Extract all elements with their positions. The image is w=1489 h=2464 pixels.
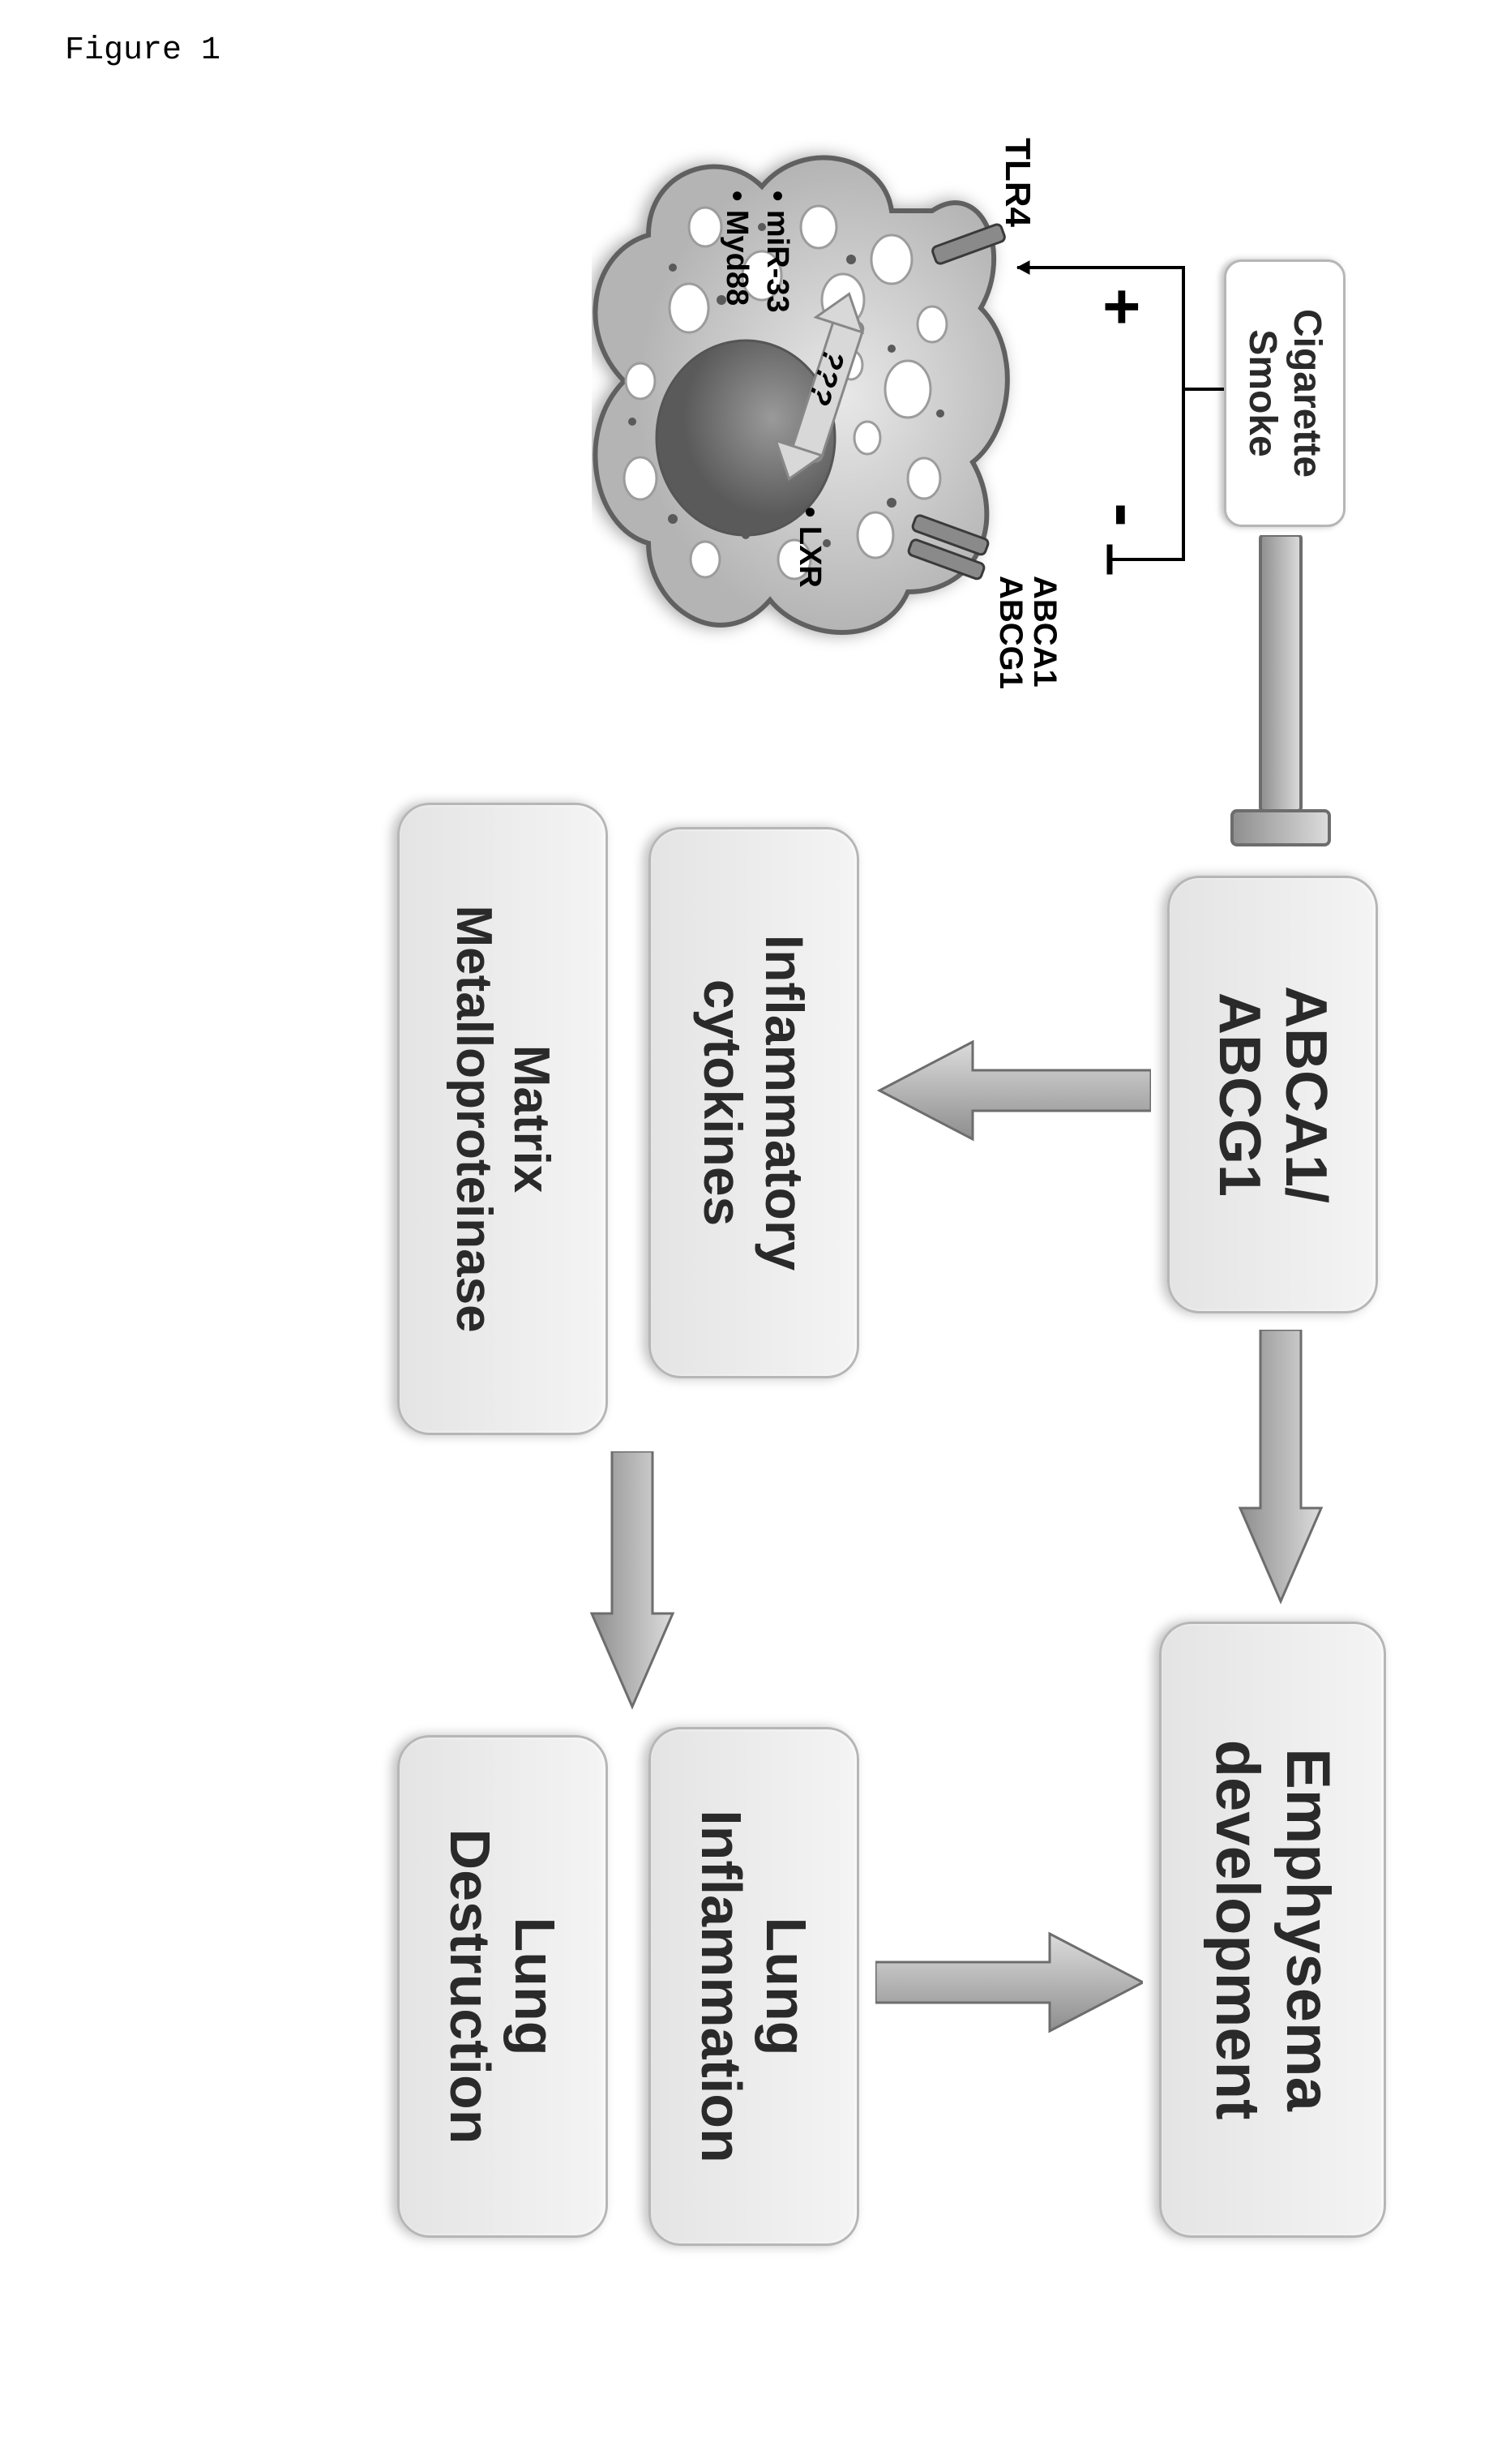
box-matrix: MatrixMetalloproteinase (397, 803, 608, 1435)
box-label: CigaretteSmoke (1240, 309, 1329, 478)
box-label: LungInflammation (689, 1810, 819, 2163)
arrow-right-icon (1232, 1330, 1329, 1605)
diagram-stage: CigaretteSmoke ABCA1/ABCG1 Emphysemadeve… (97, 146, 1394, 2335)
box-label: LungDestruction (438, 1829, 567, 2145)
inhibition-arrow-icon (1224, 535, 1337, 859)
box-cytokines: Inflammatorycytokines (648, 827, 859, 1378)
box-emphysema: Emphysemadevelopment (1159, 1622, 1386, 2238)
box-label: MatrixMetalloproteinase (445, 905, 560, 1332)
box-label: Inflammatorycytokines (692, 935, 815, 1271)
box-lung-inflammation: LungInflammation (648, 1727, 859, 2246)
arrow-down-icon (875, 1038, 1151, 1143)
figure-label: Figure 1 (65, 32, 220, 69)
box-label: Emphysemadevelopment (1202, 1740, 1343, 2120)
box-abca: ABCA1/ABCG1 (1167, 876, 1378, 1313)
label-lxr: • LXR (792, 507, 827, 588)
label-abca-receptor: ABCA1ABCG1 (994, 576, 1062, 689)
label-minus: - (1084, 503, 1167, 527)
label-mir33: • miR-33 (759, 191, 794, 313)
box-label: ABCA1/ABCG1 (1206, 986, 1339, 1203)
diagram-rotated-container: CigaretteSmoke ABCA1/ABCG1 Emphysemadeve… (0, 146, 1394, 1443)
label-myd88: • Myd88 (719, 191, 754, 306)
box-lung-destruction: LungDestruction (397, 1735, 608, 2238)
label-plus: + (1085, 288, 1159, 326)
box-cigarette-smoke: CigaretteSmoke (1224, 259, 1346, 527)
label-tlr4: TLR4 (997, 138, 1038, 227)
arrow-right-icon (584, 1451, 681, 1711)
arrow-up-icon (875, 1930, 1143, 2035)
